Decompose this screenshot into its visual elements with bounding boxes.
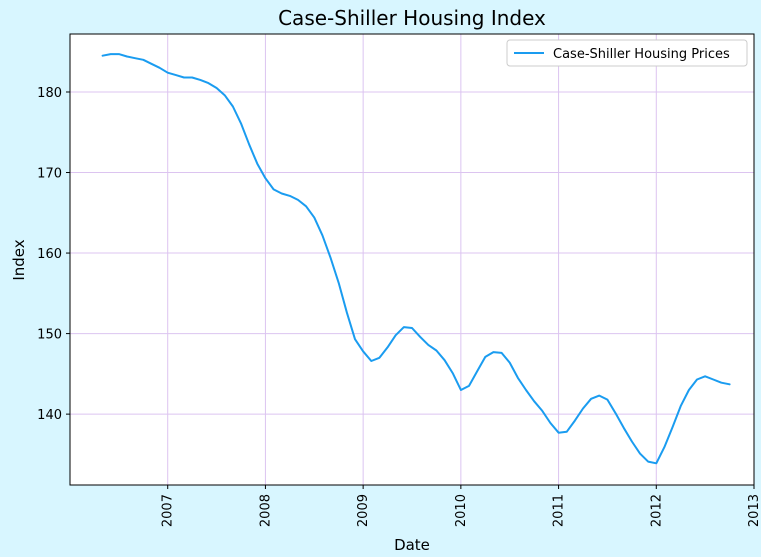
y-tick-label: 170 (37, 167, 62, 182)
x-tick-label: 2009 (356, 494, 371, 527)
legend: Case-Shiller Housing Prices (506, 39, 748, 67)
y-tick-label: 140 (37, 408, 62, 423)
x-tick-label: 2013 (747, 494, 761, 527)
legend-box (506, 39, 748, 67)
x-tick-label: 2007 (161, 494, 176, 527)
chart-title: Case-Shiller Housing Index (278, 6, 546, 30)
x-tick-label: 2011 (552, 494, 567, 527)
y-tick-label: 180 (37, 86, 62, 101)
x-tick-label: 2008 (258, 494, 273, 527)
y-tick-label: 160 (37, 247, 62, 262)
y-axis-label: Index (10, 239, 28, 280)
series-line-case-shiller (101, 53, 731, 465)
axis-ticks: 140 150 160 170 180 2007 2008 2009 2010 2011 2012 2… (37, 86, 761, 527)
plot-area (70, 34, 754, 485)
plot-frame (69, 33, 755, 486)
x-axis-label: Date (394, 536, 430, 554)
x-tick-label: 2010 (454, 494, 469, 527)
x-tick-label: 2012 (649, 494, 664, 527)
y-tick-label: 150 (37, 328, 62, 343)
legend-label: Case-Shiller Housing Prices (553, 47, 730, 62)
